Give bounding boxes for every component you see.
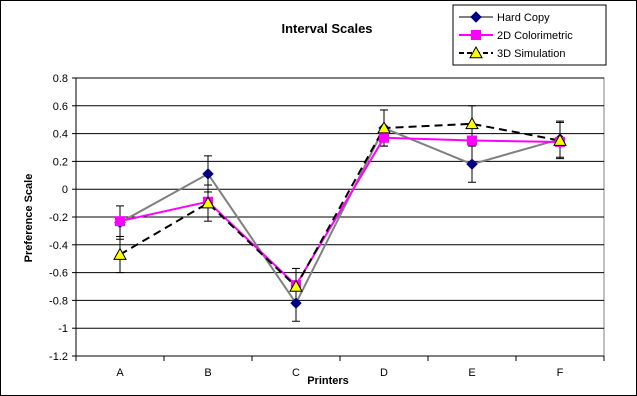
y-tick-label: -1.2	[49, 351, 68, 363]
legend-marker-hard-copy	[470, 11, 482, 23]
y-tick-label: -0.2	[49, 212, 68, 224]
y-tick-label: 0.6	[53, 101, 68, 113]
data-point-3d-simulation	[289, 279, 303, 292]
data-point-hard-copy	[202, 168, 214, 180]
data-point-2d-colorimetric	[115, 216, 125, 227]
x-tick-label: B	[204, 367, 211, 379]
y-tick-label: -0.8	[49, 295, 68, 307]
data-point-hard-copy	[466, 158, 478, 170]
y-tick-label: 0	[62, 184, 68, 196]
x-tick-label: A	[116, 367, 124, 379]
y-axis-title: Preference Scale	[23, 174, 35, 263]
x-axis-title: Printers	[307, 375, 349, 387]
data-point-3d-simulation	[377, 121, 391, 134]
series-line-3d-simulation	[119, 122, 561, 289]
data-point-3d-simulation	[465, 116, 479, 130]
x-tick-label: D	[380, 367, 388, 379]
plot-area: -1.2 -1 -0.8 -0.6 -0.4 -0.2 0 0.2 0.4 0.6 0.8 A B C D E…	[49, 73, 605, 379]
series-line-2d-colorimetric	[119, 136, 561, 287]
data-point-3d-simulation	[201, 196, 215, 209]
y-tick-label: 0.2	[53, 156, 68, 168]
data-point-2d-colorimetric	[379, 132, 389, 143]
data-point-2d-colorimetric	[467, 135, 477, 146]
data-point-3d-simulation	[113, 247, 127, 260]
x-tick-label: F	[557, 367, 564, 379]
legend-label-3d-simulation: 3D Simulation	[497, 48, 565, 60]
legend: Hard Copy 2D Colorimetric 3D Simulation	[452, 4, 607, 66]
legend-marker-2d-colorimetric	[471, 30, 481, 40]
legend-label-2d-colorimetric: 2D Colorimetric	[497, 30, 573, 42]
x-tick-label: C	[292, 367, 300, 379]
y-tick-label: 0.4	[53, 129, 68, 141]
y-tick-label: -1	[58, 323, 68, 335]
data-point-hard-copy	[290, 297, 302, 309]
y-tick-label: -0.4	[49, 240, 68, 252]
y-tick-label: -0.6	[49, 268, 68, 280]
legend-label-hard-copy: Hard Copy	[497, 12, 550, 24]
x-tick-label: E	[468, 367, 475, 379]
chart-title: Interval Scales	[281, 21, 372, 36]
series-line-hard-copy	[119, 126, 561, 306]
y-tick-label: 0.8	[53, 73, 68, 85]
data-point-3d-simulation	[553, 133, 567, 146]
legend-marker-3d-simulation	[469, 45, 483, 59]
